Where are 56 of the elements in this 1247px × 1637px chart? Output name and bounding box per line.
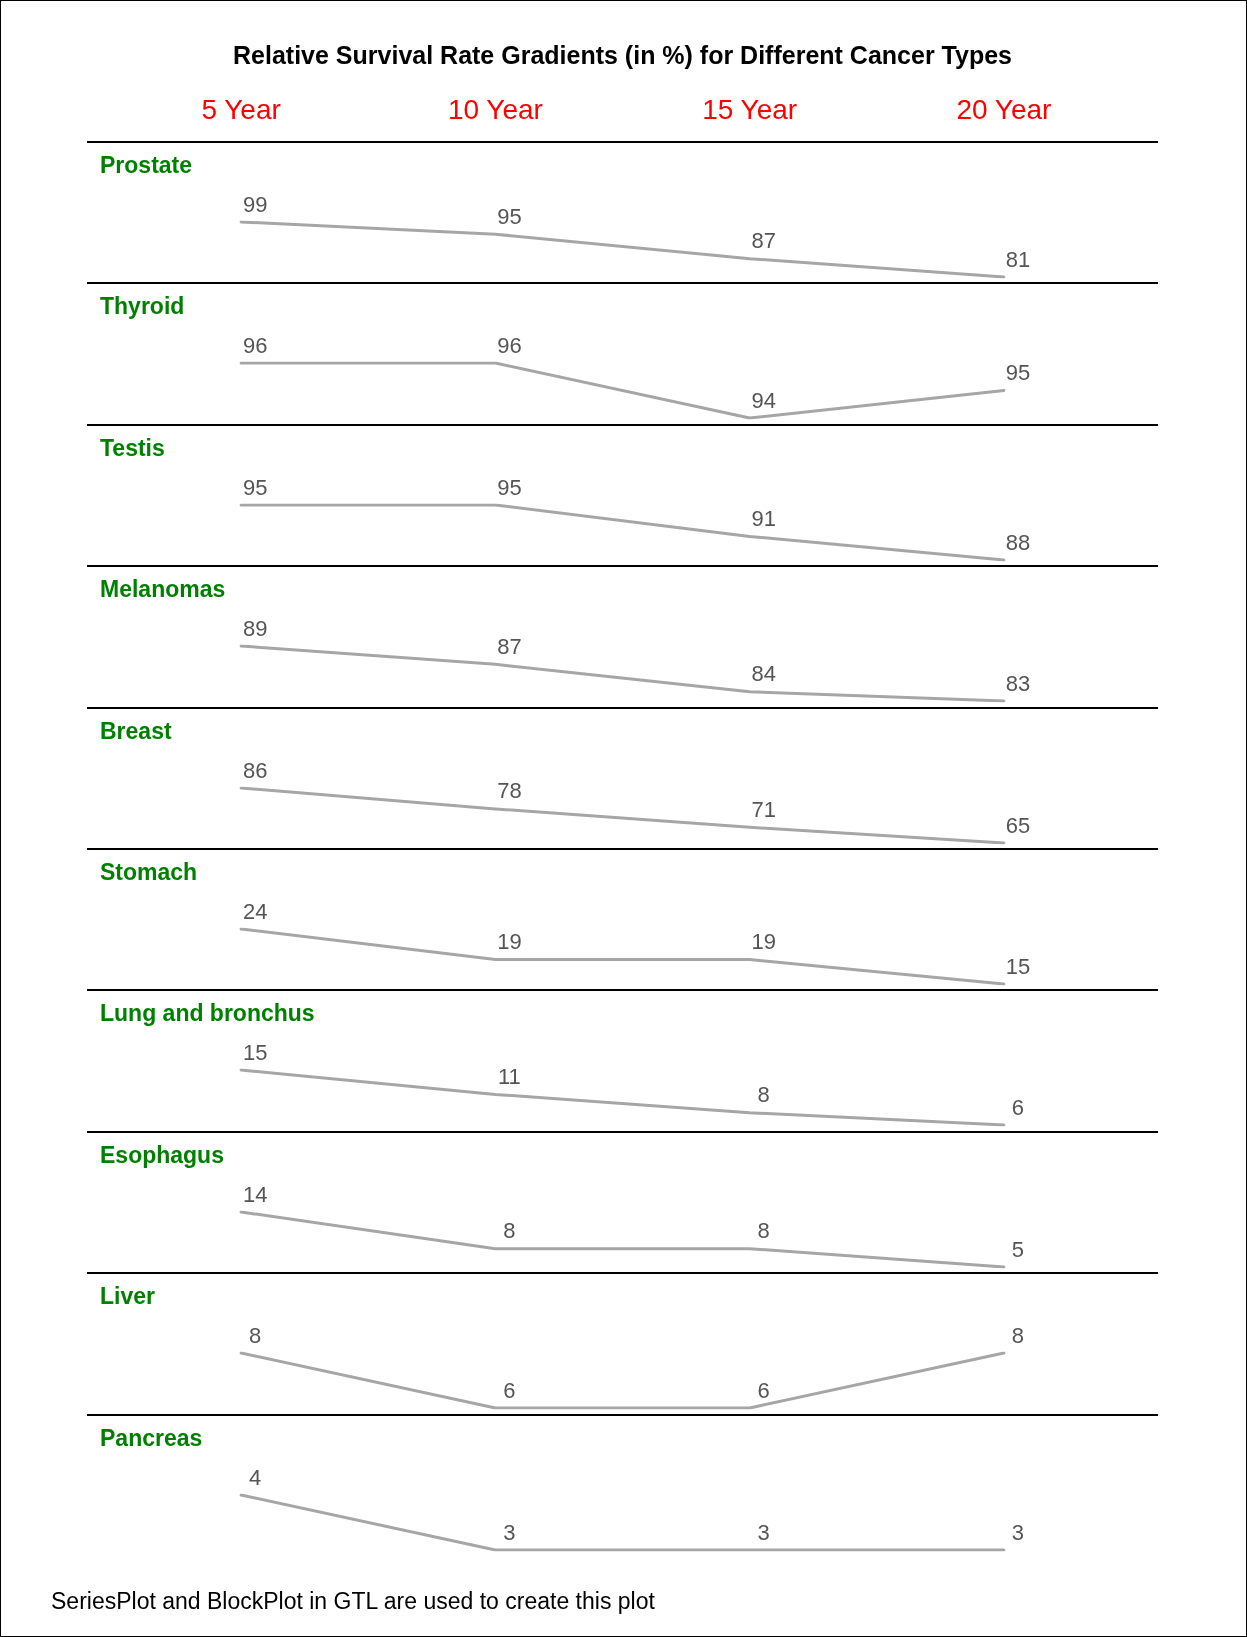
data-label: 99 (242, 191, 268, 217)
text: SeriesPlot and BlockPlot in GTL are used to create this plot (51, 1588, 655, 1615)
chart-subtitle: Melanomas (100, 575, 226, 602)
chart-subtitle: Esophagus (100, 1141, 224, 1168)
data-label: 95 (497, 474, 522, 500)
data-label: 87 (751, 228, 776, 254)
data-label: 8 (249, 1322, 262, 1348)
data-label: 78 (497, 778, 522, 804)
data-label: 94 (751, 387, 776, 413)
data-label: 15 (242, 1039, 268, 1065)
data-label: 8 (757, 1082, 770, 1108)
data-label: 24 (242, 898, 268, 924)
data-label: 3 (503, 1519, 516, 1545)
data-label: 71 (751, 796, 776, 822)
data-label: 65 (1005, 812, 1031, 838)
data-label: 19 (751, 929, 776, 955)
data-label: 83 (1005, 670, 1031, 696)
data-label: 86 (242, 757, 268, 783)
chart-subtitle: Breast (100, 717, 172, 744)
data-label: 95 (1005, 360, 1031, 386)
data-label: 81 (1005, 246, 1031, 272)
data-label: 5 (1011, 1236, 1024, 1262)
data-label: 3 (757, 1519, 770, 1545)
data-label: 84 (751, 661, 776, 687)
chart-title: Relative Survival Rate Gradients (in %) for Different Cancer Types (233, 40, 1012, 69)
data-label: 6 (1011, 1094, 1024, 1120)
data-label: 96 (497, 332, 522, 358)
x-tick-label: 20 Year (956, 93, 1052, 125)
chart-subtitle: Thyroid (100, 292, 185, 319)
chart-subtitle: Testis (100, 434, 165, 461)
data-label: 6 (757, 1377, 770, 1403)
data-label: 89 (242, 615, 268, 641)
data-label: 96 (242, 332, 268, 358)
data-label: 8 (1011, 1322, 1024, 1348)
chart-subtitle: Lung and bronchus (100, 999, 315, 1026)
x-tick-label: 5 Year (201, 93, 281, 125)
x-tick-label: 10 Year (447, 93, 543, 125)
chart-subtitle: Prostate (100, 151, 193, 178)
data-label: 91 (751, 505, 776, 531)
chart-subtitle: Liver (100, 1282, 156, 1309)
chart-subtitle: Stomach (100, 858, 198, 885)
data-label: 88 (1005, 529, 1031, 555)
data-label: 15 (1005, 953, 1031, 979)
data-label: 8 (503, 1217, 516, 1243)
data-label: 95 (242, 474, 268, 500)
data-label: 19 (497, 929, 522, 955)
data-label: 11 (497, 1064, 521, 1090)
data-label: 8 (757, 1217, 770, 1243)
data-label: 4 (249, 1464, 262, 1490)
chart-subtitle: Pancreas (100, 1424, 203, 1451)
data-label: 14 (242, 1181, 268, 1207)
data-label: 87 (497, 634, 522, 660)
x-tick-label: 15 Year (702, 93, 798, 125)
data-label: 6 (503, 1377, 516, 1403)
data-label: 3 (1011, 1519, 1024, 1545)
data-label: 95 (497, 203, 522, 229)
